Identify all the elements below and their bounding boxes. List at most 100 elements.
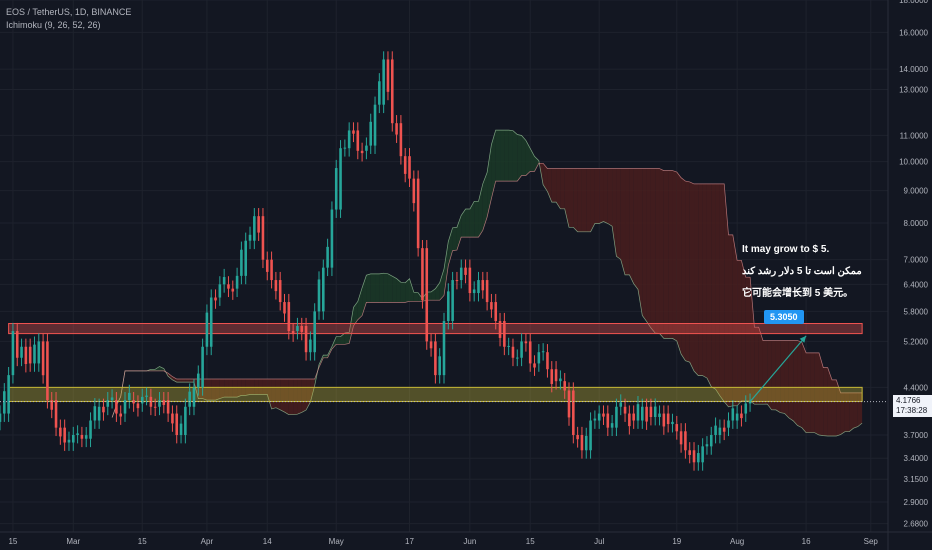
candle-body [619, 402, 622, 406]
last-price-value: 4.1766 [896, 396, 932, 406]
candle-body [684, 431, 687, 450]
candle-body [581, 435, 584, 450]
cloud-segment [509, 130, 513, 181]
candle-body [25, 347, 28, 364]
x-tick-label: 15 [526, 537, 535, 546]
y-tick-label: 7.0000 [904, 256, 929, 265]
candle-body [469, 268, 472, 293]
x-tick-label: 19 [672, 537, 681, 546]
candle-body [464, 268, 467, 275]
candle-body [499, 321, 502, 338]
cloud-segment [366, 274, 370, 303]
candle-body [417, 179, 420, 249]
candle-body [223, 277, 226, 284]
annotation-english: It may grow to $ 5. [742, 239, 862, 261]
cloud-segment [379, 273, 383, 302]
cloud-segment [608, 169, 612, 227]
candle-body [201, 347, 204, 388]
y-tick-label: 5.2000 [904, 337, 929, 346]
cloud-segment [578, 169, 582, 232]
y-tick-label: 14.0000 [899, 65, 928, 74]
candle-body [171, 414, 174, 424]
cloud-segment [672, 171, 676, 341]
candle-body [197, 374, 200, 388]
cloud-segment [336, 337, 340, 345]
cloud-segment [504, 130, 508, 181]
cloud-segment [647, 169, 651, 328]
candle-body [671, 422, 674, 424]
candle-body [305, 326, 308, 352]
x-tick-label: 15 [138, 537, 147, 546]
candle-body [723, 428, 726, 432]
x-tick-label: 15 [8, 537, 17, 546]
candle-body [244, 241, 247, 276]
candle-body [29, 347, 32, 364]
candle-body [732, 408, 735, 420]
candle-body [744, 403, 747, 413]
candle-body [119, 414, 122, 417]
cloud-segment [181, 379, 185, 382]
candle-body [81, 435, 84, 439]
candle-body [253, 216, 256, 241]
candle-body [546, 352, 549, 369]
y-tick-label: 4.4000 [904, 383, 929, 392]
indicator-title: Ichimoku (9, 26, 52, 26) [6, 19, 131, 32]
candle-body [637, 404, 640, 420]
candle-body [516, 358, 519, 359]
cloud-segment [664, 171, 668, 339]
cloud-segment [522, 136, 526, 176]
candle-body [607, 414, 610, 428]
annotation-chinese: 它可能会增长到 5 美元。 [742, 283, 862, 305]
candle-body [611, 423, 614, 428]
candle-body [275, 280, 278, 291]
cloud-segment [401, 282, 405, 302]
candle-body [240, 250, 243, 276]
candle-body [249, 235, 252, 241]
candle-body [339, 148, 342, 209]
candle-body [667, 414, 670, 425]
candle-body [175, 414, 178, 435]
candle-body [706, 444, 709, 446]
target-price-tag: 5.3050 [764, 310, 804, 324]
cloud-segment [651, 169, 655, 334]
y-tick-label: 16.0000 [899, 28, 928, 37]
cloud-segment [586, 169, 590, 232]
candle-body [361, 151, 364, 153]
candle-body [335, 168, 338, 210]
candle-body [632, 414, 635, 421]
candle-body [675, 424, 678, 431]
candle-body [512, 347, 515, 358]
candle-body [421, 248, 424, 300]
candle-body [559, 379, 562, 382]
candle-body [688, 450, 691, 455]
candle-body [102, 407, 105, 413]
resistance-zone [9, 324, 863, 334]
cloud-segment [392, 276, 396, 302]
cloud-segment [177, 379, 181, 382]
y-tick-label: 3.7000 [904, 431, 929, 440]
cloud-segment [388, 274, 392, 303]
candle-body [404, 156, 407, 174]
candle-body [94, 406, 97, 420]
candle-body [408, 156, 411, 178]
candle-body [214, 298, 217, 301]
candle-body [719, 428, 722, 435]
cloud-segment [660, 169, 664, 339]
candle-body [680, 431, 683, 444]
candle-body [12, 331, 15, 375]
y-tick-label: 5.8000 [904, 307, 929, 316]
candle-body [438, 356, 441, 375]
cloud-segment [603, 169, 607, 224]
candle-body [563, 381, 566, 390]
candle-body [395, 123, 398, 134]
cloud-segment [595, 169, 599, 224]
candle-body [550, 369, 553, 384]
cloud-segment [655, 169, 659, 334]
candle-body [598, 414, 601, 421]
candle-body [106, 400, 109, 407]
candle-body [456, 280, 459, 281]
candle-body [141, 397, 144, 404]
candle-body [124, 400, 127, 413]
candle-body [400, 123, 403, 156]
candle-body [184, 407, 187, 435]
